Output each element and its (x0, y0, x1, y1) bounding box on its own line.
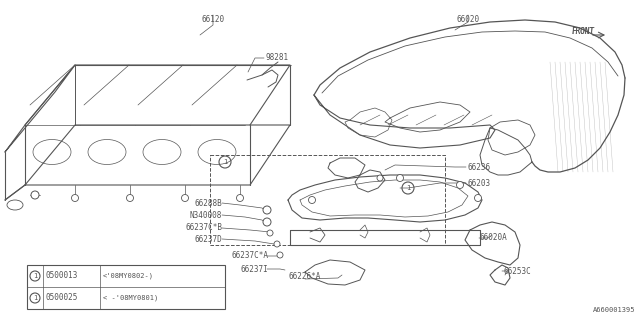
Text: FRONT: FRONT (571, 28, 594, 36)
Text: <'08MY0802-): <'08MY0802-) (103, 273, 154, 279)
Text: FRONT: FRONT (572, 28, 595, 36)
Circle shape (377, 175, 383, 181)
Text: 1: 1 (33, 273, 37, 279)
Text: 0500013: 0500013 (46, 271, 78, 281)
Text: 66020: 66020 (456, 15, 479, 24)
Text: 66237C*B: 66237C*B (185, 223, 222, 233)
Text: 66236: 66236 (468, 163, 491, 172)
Text: 66120: 66120 (202, 15, 225, 24)
Text: 0500025: 0500025 (46, 293, 78, 302)
Circle shape (277, 252, 283, 258)
Text: A660001395: A660001395 (593, 307, 635, 313)
Text: 98281: 98281 (266, 53, 289, 62)
Text: 1: 1 (33, 295, 37, 301)
Text: 66226*A: 66226*A (289, 272, 321, 281)
Text: < -'08MY0801): < -'08MY0801) (103, 295, 158, 301)
Text: 66237I: 66237I (240, 265, 268, 274)
Circle shape (397, 174, 403, 181)
Bar (27, 265, 225, 309)
Text: 66288B: 66288B (195, 198, 222, 207)
Text: 66203: 66203 (468, 179, 491, 188)
Bar (210, 155, 445, 245)
Circle shape (267, 230, 273, 236)
Text: N340008: N340008 (189, 211, 222, 220)
Text: 66253C: 66253C (504, 267, 532, 276)
Text: 66237C*A: 66237C*A (231, 252, 268, 260)
Circle shape (308, 196, 316, 204)
Circle shape (263, 206, 271, 214)
Text: 66020A: 66020A (480, 234, 508, 243)
Circle shape (237, 195, 243, 202)
Circle shape (274, 241, 280, 247)
Circle shape (474, 195, 481, 202)
Text: 1: 1 (406, 185, 410, 191)
Text: 66237D: 66237D (195, 235, 222, 244)
Circle shape (72, 195, 79, 202)
Circle shape (182, 195, 189, 202)
Circle shape (456, 181, 463, 188)
Circle shape (263, 218, 271, 226)
Text: 1: 1 (223, 159, 227, 165)
Circle shape (31, 191, 39, 199)
Circle shape (127, 195, 134, 202)
